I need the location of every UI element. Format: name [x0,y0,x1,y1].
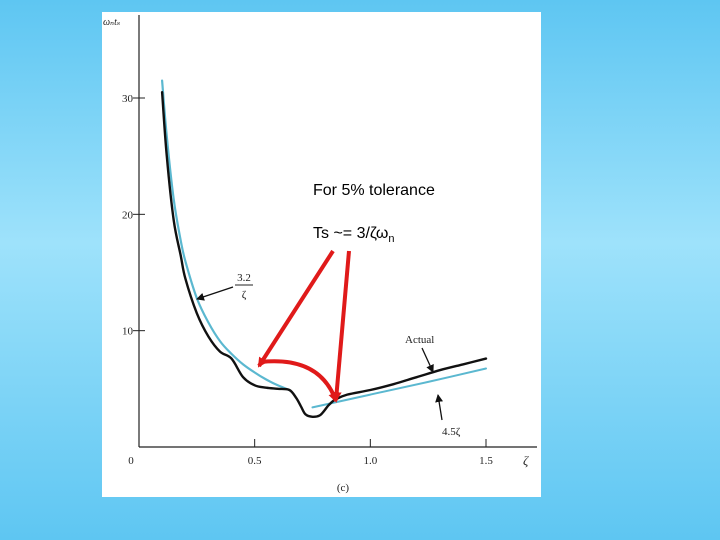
figure-panel [102,12,541,497]
x-tick-label-0: 0 [128,455,134,467]
x-tick-label-1: 0.5 [248,455,262,467]
settling-time-formula: Ts ~= 3/ζωn [313,225,395,245]
y-tick-label-0: 10 [122,326,134,338]
series-3-2-over-zeta-line [161,79,291,392]
series-actual-line [160,91,488,419]
x-tick-label-2: 1.0 [363,455,377,467]
axes: 10 20 30 0 0.5 1.0 1.5 ζ ωₙtₛ (c) [103,15,537,494]
red-arrow-to-approx [257,249,335,368]
annotation-3-2-arrow [196,286,234,301]
x-tick-label-3: 1.5 [479,455,493,467]
annotation-actual-arrow [421,347,434,373]
y-tick-label-1: 20 [122,209,134,221]
annotation-3-2-numerator: 3.2 [237,272,251,284]
annotation-4-5-arrow [435,394,444,421]
annotation-actual-label: Actual [405,334,434,346]
x-axis-label: ζ [523,453,529,468]
formula-main: Ts ~= 3/ζω [313,225,388,242]
tolerance-title: For 5% tolerance [313,182,435,199]
y-axis-label: ωₙtₛ [103,17,120,28]
annotation-3-2-denominator: ζ [242,289,247,301]
annotation-4-5-label: 4.5ζ [442,426,461,438]
figure-caption: (c) [337,482,350,494]
y-tick-label-2: 30 [122,93,134,105]
formula-subscript: n [388,233,394,245]
red-arrow-to-minimum [331,250,351,402]
